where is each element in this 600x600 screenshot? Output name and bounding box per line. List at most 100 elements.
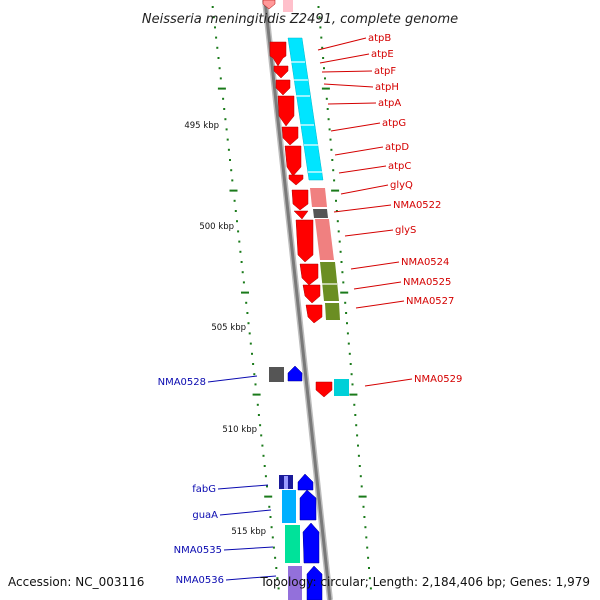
gene-arrow (302, 522, 320, 564)
minor-tick (357, 444, 359, 447)
minor-tick (332, 169, 335, 172)
minor-tick (231, 179, 234, 182)
minor-tick (324, 77, 326, 80)
gene-label[interactable]: atpA (378, 98, 401, 109)
gene-label[interactable]: glyQ (390, 180, 413, 191)
major-tick (349, 393, 358, 396)
minor-tick (356, 434, 359, 437)
minor-tick (363, 516, 366, 518)
minor-tick (331, 159, 334, 161)
minor-tick (226, 138, 229, 141)
gene-label[interactable]: NMA0535 (174, 545, 222, 556)
minor-tick (360, 485, 363, 488)
gene-arrow (269, 41, 287, 67)
cog-bar (315, 219, 334, 260)
gene-label[interactable]: atpE (371, 49, 394, 60)
minor-tick (260, 434, 263, 437)
minor-tick (247, 322, 250, 325)
gene-label[interactable]: NMA0524 (401, 257, 449, 268)
minor-tick (233, 199, 236, 202)
gene-label[interactable]: glyS (395, 225, 416, 236)
gene-label[interactable]: NMA0522 (393, 200, 441, 211)
minor-tick (347, 342, 350, 345)
minor-tick (358, 465, 361, 467)
minor-tick (270, 526, 273, 529)
minor-tick (318, 16, 321, 19)
forward-cog-bars (283, 0, 349, 396)
minor-tick (322, 57, 325, 59)
gene-label[interactable]: NMA0528 (158, 377, 206, 388)
minor-tick (239, 250, 242, 253)
minor-tick (330, 148, 333, 151)
gene-label[interactable]: NMA0536 (176, 575, 224, 586)
minor-tick (246, 312, 249, 314)
gene-label[interactable]: atpB (368, 33, 391, 44)
tick-track-left (211, 6, 280, 590)
minor-tick (276, 577, 279, 580)
minor-tick (335, 199, 337, 202)
gene-arrow (299, 263, 319, 286)
minor-tick (257, 414, 260, 416)
minor-tick (339, 250, 342, 253)
minor-tick (245, 301, 248, 304)
cog-bar (334, 379, 349, 396)
gene-label[interactable]: fabG (192, 484, 216, 495)
minor-tick (217, 57, 220, 59)
minor-tick (224, 118, 227, 121)
gene-label[interactable]: NMA0525 (403, 277, 451, 288)
gene-arrow (284, 145, 302, 177)
minor-tick (336, 220, 339, 223)
minor-tick (238, 240, 241, 243)
cog-bar (320, 262, 339, 301)
gene-arrow (262, 0, 276, 10)
major-tick (252, 393, 261, 396)
map-title: Neisseria meningitidis Z2491, complete g… (142, 12, 458, 27)
gene-arrow (291, 189, 309, 211)
gene-label[interactable]: atpC (388, 161, 411, 172)
minor-tick (362, 505, 365, 508)
minor-tick (333, 179, 336, 182)
minor-tick (340, 261, 343, 263)
gene-arrow (302, 284, 321, 304)
minor-tick (329, 138, 332, 141)
minor-tick (241, 271, 244, 274)
minor-tick (274, 556, 277, 559)
minor-tick (328, 128, 331, 131)
major-tick (217, 87, 226, 90)
gene-label[interactable]: atpF (374, 66, 396, 77)
minor-tick (326, 108, 329, 110)
minor-tick (321, 46, 324, 49)
gene-label[interactable]: atpG (382, 118, 406, 129)
minor-tick (367, 556, 370, 559)
minor-tick (323, 67, 325, 70)
gene-label[interactable]: guaA (192, 510, 218, 521)
gene-label[interactable]: NMA0527 (406, 296, 454, 307)
gene-label[interactable]: atpD (385, 142, 409, 153)
minor-tick (354, 414, 357, 416)
minor-tick (357, 454, 360, 457)
minor-tick (248, 332, 251, 335)
minor-tick (263, 465, 266, 467)
topology-text: Topology: circular; Length: 2,184,406 bp… (259, 575, 590, 589)
minor-tick (325, 97, 328, 100)
minor-tick (236, 220, 238, 223)
minor-tick (223, 108, 226, 110)
gene-label[interactable]: NMA0529 (414, 374, 462, 385)
minor-tick (214, 26, 216, 29)
minor-tick (252, 363, 255, 365)
minor-tick (353, 403, 356, 406)
gene-arrow (306, 565, 323, 600)
gene-arrow (281, 126, 299, 146)
reverse-gene-arrows (287, 365, 323, 600)
minor-tick (346, 322, 348, 325)
major-tick (358, 495, 367, 498)
tick-track-right (317, 6, 372, 590)
gene-label[interactable]: atpH (375, 82, 399, 93)
minor-tick (320, 36, 323, 39)
minor-tick (271, 536, 274, 539)
scale-label: 500 kbp (199, 222, 234, 232)
minor-tick (218, 67, 221, 70)
minor-tick (266, 485, 268, 488)
major-tick (264, 495, 273, 498)
minor-tick (368, 577, 371, 580)
